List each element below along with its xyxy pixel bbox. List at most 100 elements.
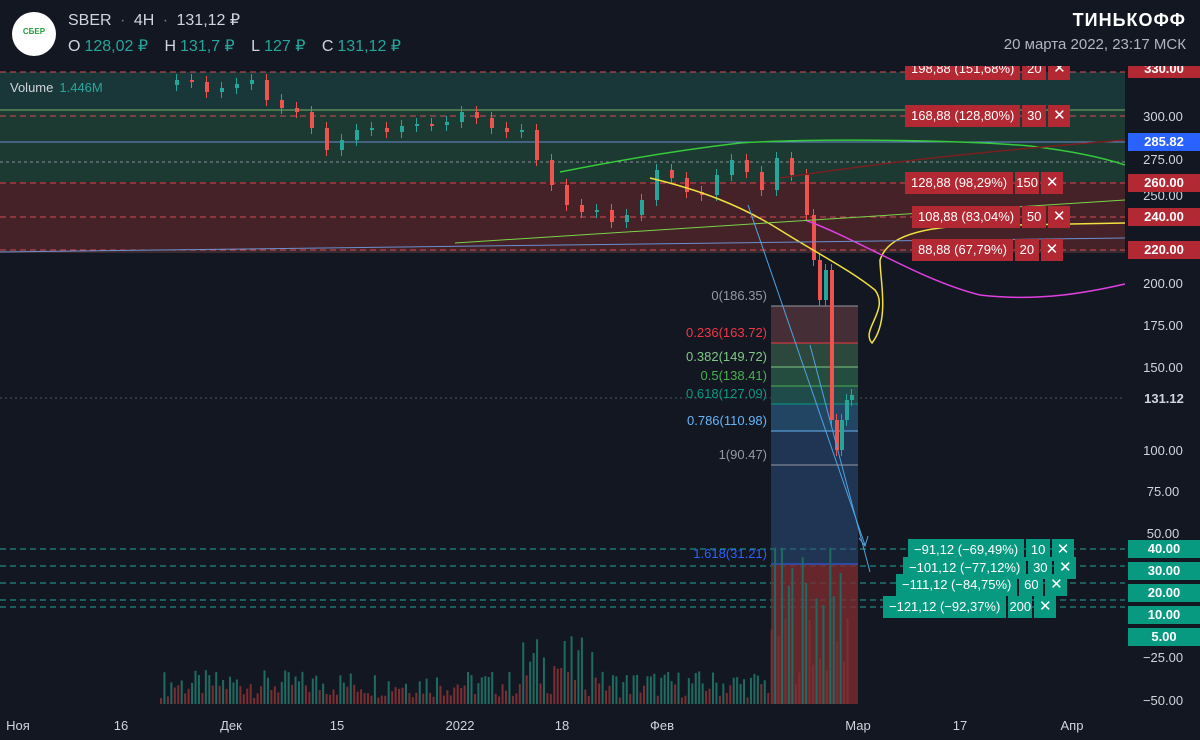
candle-body [840,420,844,450]
cancel-order-icon[interactable]: ✕ [1040,239,1063,261]
volume-bar [505,690,507,704]
order-price[interactable]: −111,12 (−84,75%) [896,574,1018,596]
order-price[interactable]: −91,12 (−69,49%) [908,539,1025,561]
cancel-order-icon[interactable]: ✕ [1041,172,1064,194]
fib-band [771,386,858,404]
order-price[interactable]: 108,88 (83,04%) [912,206,1021,228]
volume-bar [684,695,687,704]
volume-bar [653,673,656,704]
candle-body [610,210,614,222]
order-qty[interactable]: 150 [1015,172,1040,194]
order-qty[interactable]: 50 [1022,206,1047,228]
volume-bar [722,683,725,704]
candle-body [295,108,299,112]
order-qty[interactable]: 60 [1019,574,1044,596]
order-qty[interactable]: 30 [1028,557,1053,579]
candle-body [805,175,809,215]
ohlc-close-value: 131,12 ₽ [337,38,401,55]
order-price[interactable]: 168,88 (128,80%) [905,105,1021,127]
price-tag-40: 40.00 [1128,540,1200,558]
sell-order-3[interactable]: 128,88 (98,29%) 150 ✕ [905,172,1064,194]
order-qty[interactable]: 10 [1026,539,1051,561]
volume-bar [308,691,311,704]
candle-body [415,124,419,126]
volume-bar [398,688,401,704]
price-tag-220: 220.00 [1128,241,1200,259]
ohlc-legend: O 128,02 ₽ H 131,7 ₽ L 127 ₽ C 131,12 ₽ [68,36,413,56]
volume-bar [401,687,404,704]
order-qty[interactable]: 30 [1022,105,1047,127]
volume-bar [291,684,294,704]
cancel-order-icon[interactable]: ✕ [1054,557,1077,579]
cancel-order-icon[interactable]: ✕ [1052,539,1075,561]
volume-bar [611,675,614,704]
price-tag-current-high: 285.82 [1128,133,1200,151]
volume-bar [791,568,794,704]
order-price[interactable]: 88,88 (67,79%) [912,239,1013,261]
volume-bar [232,682,235,704]
volume-bar [318,690,321,704]
volume-bar [846,618,849,704]
volume-bar [794,683,797,704]
volume-bar [356,691,359,704]
volume-bar [508,671,511,704]
sell-order-2[interactable]: 168,88 (128,80%) 30 ✕ [905,105,1071,127]
volume-bar [570,636,573,704]
ohlc-high-key: H [164,38,177,55]
trendline-down-arrow [747,204,866,546]
volume-bar [705,690,708,704]
timeframe[interactable]: 4H [133,12,155,29]
volume-bar [342,682,345,704]
candle-body [830,270,834,420]
volume-bar [594,677,597,704]
cancel-order-icon[interactable]: ✕ [1045,574,1068,596]
volume-bar [843,661,846,704]
volume-bar [715,682,718,704]
volume-bar [415,692,418,704]
volume-bar [691,683,694,704]
candle-body [565,185,569,205]
volume-bar [787,585,790,704]
time-axis-label: Мар [845,718,870,733]
volume-bar [332,689,335,704]
order-price[interactable]: 128,88 (98,29%) [905,172,1014,194]
volume-bar [753,673,756,704]
buy-order-1[interactable]: −91,12 (−69,49%) 10 ✕ [908,539,1075,561]
buy-order-3[interactable]: −111,12 (−84,75%) 60 ✕ [896,574,1068,596]
order-qty[interactable]: 20 [1014,239,1039,261]
price-axis-label: −50.00 [1143,693,1183,708]
volume-bar [518,684,521,704]
cancel-order-icon[interactable]: ✕ [1048,206,1071,228]
volume-bar [536,639,539,704]
sell-order-4[interactable]: 108,88 (83,04%) 50 ✕ [912,206,1071,228]
cancel-order-icon[interactable]: ✕ [1034,596,1057,618]
volume-bar [473,694,476,704]
buy-order-2[interactable]: −101,12 (−77,12%) 30 ✕ [903,557,1077,579]
volume-legend[interactable]: Volume 1.446M [10,80,103,95]
volume-bar [487,676,490,704]
order-price[interactable]: −101,12 (−77,12%) [903,557,1027,579]
candle-body [250,80,254,84]
volume-bar [394,687,397,704]
symbol-name[interactable]: SBER [68,12,112,29]
volume-bar [749,677,752,704]
buy-order-4[interactable]: −121,12 (−92,37%) 200 ✕ [883,596,1057,618]
volume-bar [770,629,773,704]
volume-bar [563,641,566,704]
price-tag-last: 131.12 [1128,390,1200,408]
volume-bar [460,687,463,704]
volume-bar [204,670,207,704]
sell-order-5[interactable]: 88,88 (67,79%) 20 ✕ [912,239,1063,261]
symbol-line: SBER · 4H · 131,12 ₽ [68,10,244,30]
volume-bar [743,679,746,704]
fib-band [771,367,858,386]
volume-bar [439,685,442,704]
order-qty[interactable]: 200 [1008,596,1033,618]
volume-bar [839,572,842,704]
cancel-order-icon[interactable]: ✕ [1048,105,1071,127]
candle-body [490,118,494,128]
volume-bar [525,675,528,704]
order-price[interactable]: −121,12 (−92,37%) [883,596,1007,618]
symbol-separator: · [120,12,126,29]
candle-body [175,80,179,85]
